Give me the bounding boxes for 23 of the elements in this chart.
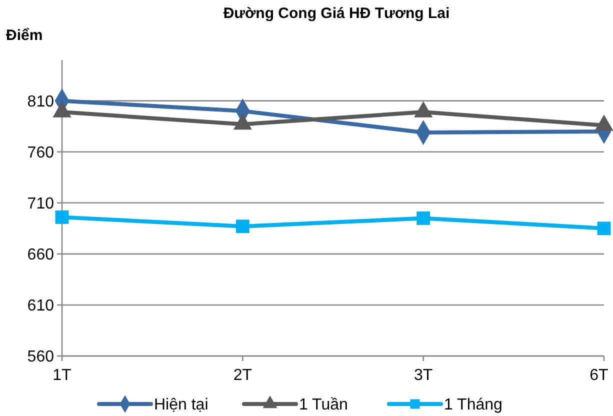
point	[55, 210, 69, 224]
point	[52, 101, 72, 118]
point	[236, 220, 250, 234]
point	[414, 101, 433, 118]
y-tick-label: 760	[27, 144, 54, 162]
point	[594, 114, 613, 131]
x-tick-label: 1T	[52, 367, 72, 384]
legend-label: 1 Tháng	[444, 396, 502, 414]
y-axis-title: Điểm	[6, 27, 43, 44]
y-tick-label: 610	[27, 298, 54, 315]
y-tick-label: 810	[27, 93, 54, 110]
y-tick-label: 710	[27, 195, 54, 212]
y-tick-label: 560	[27, 348, 54, 366]
legend-label: 1 Tuần	[299, 396, 348, 414]
x-tick-label: 6T	[590, 367, 609, 384]
x-tick-label: 2T	[233, 367, 252, 384]
point	[233, 114, 252, 130]
y-tick-label: 660	[27, 246, 54, 264]
chart-title: Đường Cong Giá HĐ Tương Lai	[223, 5, 450, 22]
legend-label: Hiện tại	[154, 396, 208, 414]
point	[416, 212, 430, 225]
x-tick-label: 3T	[414, 367, 433, 384]
point	[597, 222, 611, 236]
